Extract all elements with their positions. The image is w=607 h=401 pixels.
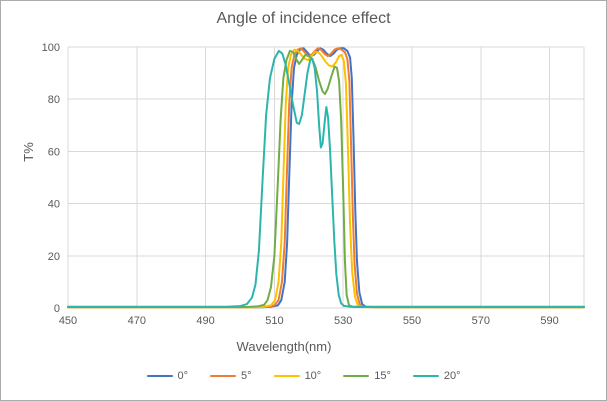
y-tick-label: 0 <box>54 303 60 315</box>
legend-swatch-icon <box>273 374 300 378</box>
series-line-20deg <box>67 49 585 308</box>
x-tick-label: 530 <box>334 315 352 327</box>
legend-swatch-icon <box>146 374 173 378</box>
x-tick-label: 490 <box>196 315 214 327</box>
y-tick-label: 100 <box>42 42 60 54</box>
x-tick-label: 510 <box>265 315 283 327</box>
chart-title: Angle of incidence effect <box>216 10 391 27</box>
legend-label: 15° <box>374 370 391 382</box>
legend-swatch-icon <box>412 374 439 378</box>
legend-item-10deg: 10° <box>273 370 322 382</box>
legend-item-5deg: 5° <box>210 370 252 382</box>
legend-label: 20° <box>443 370 461 382</box>
legend-item-20deg: 20° <box>412 370 461 382</box>
y-tick-label: 80 <box>48 94 60 106</box>
x-tick-label: 550 <box>403 315 421 327</box>
y-tick-label: 40 <box>48 199 60 211</box>
x-axis-title: Wavelength(nm) <box>236 339 332 354</box>
legend-swatch-icon <box>343 374 370 378</box>
legend-item-15deg: 15° <box>343 370 391 382</box>
series-line-15deg <box>67 49 585 308</box>
y-tick-label: 60 <box>48 146 60 158</box>
legend-swatch-icon <box>210 374 237 378</box>
y-tick-label: 20 <box>48 251 60 263</box>
x-tick-label: 470 <box>128 315 146 327</box>
legend-label: 5° <box>241 370 252 382</box>
x-tick-label: 590 <box>540 315 558 327</box>
y-axis-title: T% <box>21 142 36 162</box>
series-line-5deg <box>67 47 585 309</box>
series-line-10deg <box>67 48 585 309</box>
series-line-0deg <box>67 47 585 309</box>
legend-label: 10° <box>304 370 322 382</box>
legend-item-0deg: 0° <box>146 370 189 382</box>
legend: 0° 5° 10° 15° 20° <box>1 370 606 382</box>
x-tick-label: 450 <box>59 315 77 327</box>
x-tick-label: 570 <box>472 315 490 327</box>
legend-label: 0° <box>177 370 189 382</box>
